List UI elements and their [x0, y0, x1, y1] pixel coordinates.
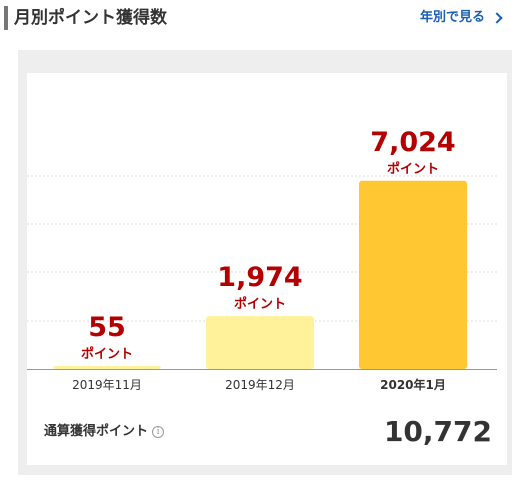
- monthly-points-chart: ポイント 55 2019年11月 ポイント 1,974 2019年12月 ポイント 7,024…: [27, 73, 507, 446]
- total-points-value: 10,772: [383, 415, 492, 448]
- points-panel: ポイント 55 2019年11月 ポイント 1,974 2019年12月 ポイント 7,024…: [18, 50, 512, 475]
- bar[interactable]: [359, 180, 467, 369]
- page-title: 月別ポイント獲得数: [14, 8, 167, 28]
- x-tick-label: 2019年12月: [225, 378, 295, 392]
- bar-chart: ポイント552019年11月ポイント1,9742019年12月ポイント7,024…: [27, 127, 497, 392]
- bar-unit-label: ポイント: [81, 346, 133, 362]
- info-icon[interactable]: i: [152, 426, 165, 438]
- total-points-card: 通算獲得ポイント i 10,772: [27, 401, 507, 465]
- x-tick-label: 2020年1月: [380, 377, 446, 392]
- header: 月別ポイント獲得数 年別で見る: [0, 0, 515, 36]
- bar[interactable]: [206, 316, 314, 369]
- bar-unit-label: ポイント: [387, 161, 439, 177]
- x-tick-label: 2019年11月: [72, 378, 142, 392]
- view-by-year-label: 年別で見る: [419, 10, 485, 25]
- bar-value-label: 55: [88, 312, 126, 343]
- bar-unit-label: ポイント: [234, 296, 286, 312]
- bar-value-label: 1,974: [217, 262, 302, 293]
- view-by-year-link[interactable]: 年別で見る: [420, 8, 503, 28]
- total-points-label: 通算獲得ポイント: [44, 424, 149, 439]
- bar[interactable]: [53, 366, 161, 369]
- title-accent-bar: [4, 6, 8, 30]
- bar-value-label: 7,024: [370, 127, 455, 158]
- chevron-right-icon: [491, 12, 503, 24]
